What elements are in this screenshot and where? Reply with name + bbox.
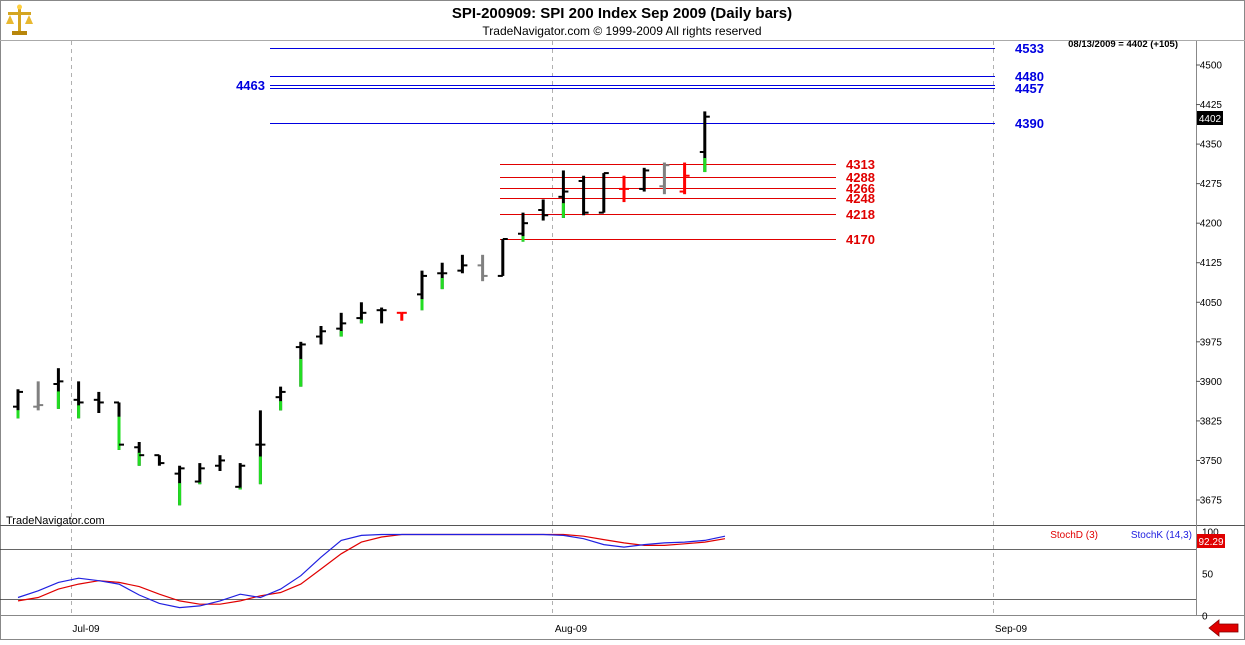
blue-level-label: 4390 <box>1015 116 1044 131</box>
price-bar <box>295 341 306 387</box>
price-axis-label: 3825 <box>1200 416 1223 427</box>
price-axis-label: 4350 <box>1200 140 1223 151</box>
date-axis: Jul-09 Aug-09 Sep-09 <box>72 624 1027 635</box>
price-bar <box>316 326 326 345</box>
price-bar <box>154 454 165 466</box>
watermark-text: TradeNavigator.com <box>6 515 105 527</box>
chart-title: SPI-200909: SPI 200 Index Sep 2009 (Dail… <box>452 5 792 22</box>
gold-balance-scale-icon <box>6 4 33 35</box>
red-level-label: 4248 <box>846 191 875 206</box>
price-bar <box>497 238 508 277</box>
price-bar <box>639 167 650 192</box>
price-bar <box>477 254 488 282</box>
date-axis-label: Sep-09 <box>995 624 1028 635</box>
price-bar <box>598 172 609 214</box>
date-axis-label: Jul-09 <box>72 624 100 635</box>
price-bar <box>518 212 528 242</box>
stoch-d-legend: StochD (3) <box>1050 530 1098 541</box>
price-bar <box>174 465 185 506</box>
price-bar <box>538 199 549 221</box>
price-bar <box>215 455 225 471</box>
last-price-info: 08/13/2009 = 4402 (+105) <box>1068 39 1178 50</box>
price-axis-label: 4500 <box>1200 61 1223 72</box>
price-bar <box>356 302 367 324</box>
stoch-tag: 92.29 <box>1198 537 1223 548</box>
red-level-label: 4170 <box>846 232 875 247</box>
price-bar <box>235 463 246 490</box>
price-bar <box>33 381 44 411</box>
price-bar <box>699 111 710 173</box>
red-level-label: 4266 <box>846 181 875 196</box>
price-bar <box>255 410 266 485</box>
date-axis-label: Aug-09 <box>555 624 588 635</box>
price-axis-label: 3975 <box>1200 337 1223 348</box>
price-bar <box>134 442 145 466</box>
blue-level-label: 4533 <box>1015 41 1044 56</box>
price-axis-label: 4125 <box>1200 258 1223 269</box>
price-bar <box>53 368 64 409</box>
price-tag-box <box>1197 111 1223 125</box>
blue-level-label: 4480 <box>1015 69 1044 84</box>
price-bar <box>73 381 84 419</box>
red-level-label: 4313 <box>846 157 875 172</box>
stoch-axis-label: 0 <box>1202 612 1208 623</box>
price-axis-label: 4425 <box>1200 100 1223 111</box>
price-bar <box>437 262 448 290</box>
price-bar <box>659 162 670 195</box>
stoch-d-line <box>17 533 726 605</box>
price-bar <box>457 254 468 274</box>
price-bar <box>13 389 23 419</box>
chart-subtitle: TradeNavigator.com © 1999-2009 All right… <box>482 24 761 38</box>
level-lines: 4533 4480 4463 4457 4390 43134288426642484218… <box>236 41 1044 247</box>
stochastic-pane: 100 50 0 <box>0 528 1219 623</box>
red-left-arrow-icon[interactable] <box>1206 619 1240 637</box>
price-bar <box>376 307 387 324</box>
price-bar <box>558 170 569 218</box>
stoch-tag-box <box>1197 534 1225 548</box>
stoch-k-line <box>17 533 726 609</box>
price-bar <box>194 463 205 485</box>
price-bar <box>396 311 407 321</box>
price-axis: 4500 4425 4350 4275 4200 4125 4050 3975 3900 3825… <box>1196 61 1222 507</box>
price-bar <box>93 391 104 413</box>
red-level-label: 4218 <box>846 207 875 222</box>
price-bar <box>417 270 427 311</box>
red-level-label: 4288 <box>846 170 875 185</box>
price-axis-label: 3675 <box>1200 496 1223 507</box>
price-tag: 4402 <box>1199 114 1222 125</box>
blue-level-label: 4457 <box>1015 81 1044 96</box>
price-axis-label: 4200 <box>1200 219 1223 230</box>
price-bar <box>275 386 286 411</box>
price-axis-label: 4275 <box>1200 179 1223 190</box>
stoch-k-legend: StochK (14,3) <box>1131 530 1192 541</box>
price-axis-label: 4050 <box>1200 298 1223 309</box>
stoch-axis-label: 50 <box>1202 570 1214 581</box>
price-bar <box>114 401 124 450</box>
price-bar <box>679 162 690 195</box>
stoch-axis-label: 100 <box>1202 528 1219 539</box>
price-bar <box>336 312 347 337</box>
price-bars <box>13 111 710 506</box>
blue-level-label: 4463 <box>236 78 265 93</box>
price-axis-label: 3900 <box>1200 377 1223 388</box>
price-bar <box>578 175 589 216</box>
price-bar <box>619 175 629 203</box>
price-axis-label: 3750 <box>1200 456 1223 467</box>
